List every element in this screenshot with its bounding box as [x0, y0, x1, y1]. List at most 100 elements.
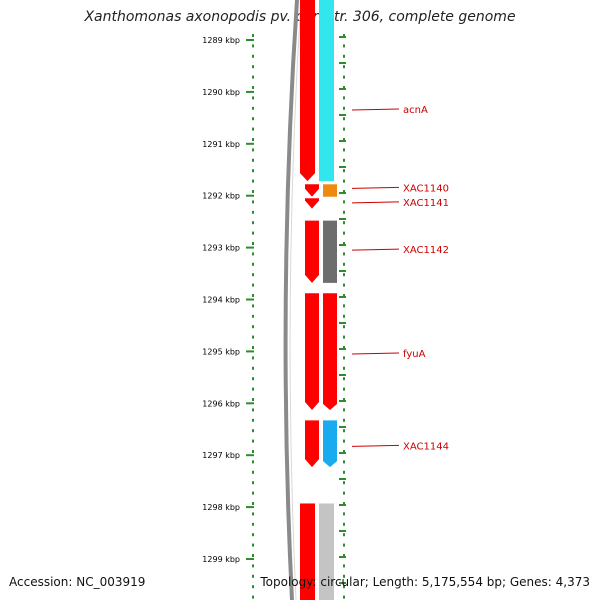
ruler-tick: [246, 402, 254, 405]
ruler-dot: [343, 86, 345, 89]
gene-label: XAC1141: [403, 198, 449, 209]
ruler-dot: [252, 460, 254, 464]
ruler-dot: [343, 252, 345, 256]
ruler-dot: [343, 304, 345, 308]
cds-arrow: [305, 293, 319, 411]
ruler-dot: [252, 158, 254, 162]
ruler-dot: [252, 44, 254, 48]
backbone-curve: [283, 0, 299, 600]
ruler-dot: [343, 96, 345, 100]
ruler-dot: [343, 585, 345, 589]
ruler-dot: [252, 283, 254, 287]
ruler-dot: [252, 533, 254, 537]
ruler-minor-tick: [339, 504, 346, 506]
gene-block: [319, 503, 334, 600]
ruler-dot: [343, 231, 345, 235]
ruler-dot: [252, 262, 254, 266]
ruler-dot: [252, 190, 254, 193]
ruler-dot: [343, 262, 345, 266]
ruler-dot: [343, 148, 345, 152]
ruler-tick-label: 1290 kbp: [202, 88, 240, 97]
ruler-dot: [343, 398, 345, 401]
ruler-dot: [343, 75, 345, 79]
ruler-tick: [246, 90, 254, 93]
ruler-tick-label: 1292 kbp: [202, 192, 240, 201]
ruler-tick: [246, 506, 254, 509]
ruler-dot: [252, 252, 254, 256]
ruler-dot: [252, 148, 254, 152]
ruler-dot: [343, 533, 345, 537]
ruler-dot: [252, 543, 254, 547]
gene-block: [323, 220, 337, 283]
ruler-dot: [252, 127, 254, 131]
ruler-dot: [252, 221, 254, 225]
ruler-dot: [343, 325, 345, 329]
ruler-dot: [343, 314, 345, 318]
cds-arrow: [300, 14, 315, 182]
ruler-tick-label: 1293 kbp: [202, 244, 240, 253]
ruler-dot: [252, 54, 254, 58]
ruler-minor-tick: [339, 582, 346, 584]
ruler-dot: [343, 346, 345, 349]
gene-label: acnA: [403, 105, 428, 116]
ruler-dot: [343, 127, 345, 131]
ruler-dot: [343, 387, 345, 391]
ruler-dot: [252, 117, 254, 121]
cds-block: [300, 503, 315, 600]
ruler-minor-tick: [339, 114, 346, 116]
ruler-tick: [246, 350, 254, 353]
ruler-dot: [343, 335, 345, 339]
ruler-minor-tick: [339, 556, 346, 558]
ruler-tick: [246, 558, 254, 560]
ruler-dot: [252, 86, 254, 89]
topology-text: Topology: circular; Length: 5,175,554 bp…: [260, 575, 590, 589]
ruler-minor-tick: [339, 244, 346, 246]
gene-leader-line: [351, 248, 400, 251]
ruler-dot: [343, 190, 345, 193]
ruler-minor-tick: [339, 348, 346, 350]
ruler-tick: [246, 142, 254, 145]
cds-arrow: [305, 198, 319, 209]
ruler-dot: [343, 294, 345, 297]
gene-leader-line: [351, 186, 400, 189]
ruler-minor-tick: [339, 270, 346, 272]
ruler-minor-tick: [339, 192, 346, 194]
ruler-tick-label: 1294 kbp: [202, 296, 240, 305]
ruler-dot: [252, 398, 254, 401]
ruler-tick-label: 1296 kbp: [202, 399, 240, 408]
ruler-dot: [252, 512, 254, 516]
ruler-dot: [343, 450, 345, 453]
ruler-minor-tick: [339, 478, 346, 480]
ruler-dot: [252, 502, 254, 505]
ruler-dot: [252, 231, 254, 235]
ruler-dot: [252, 481, 254, 485]
gene-block: [323, 184, 337, 197]
ruler-dot: [343, 117, 345, 121]
gene-label: XAC1144: [403, 441, 449, 452]
ruler-tick: [246, 194, 254, 197]
cds-track: [300, 0, 319, 600]
ruler-minor-tick: [339, 296, 346, 298]
ruler-dot: [343, 179, 345, 183]
ruler-dot: [343, 470, 345, 474]
ruler-minor-tick: [339, 530, 346, 532]
gene-block-acnA: [319, 0, 334, 182]
ruler-dot: [343, 210, 345, 214]
ruler-dot: [252, 574, 254, 578]
ruler-dot: [343, 200, 345, 204]
ruler-minor-tick: [339, 166, 346, 168]
ruler-dots: [252, 34, 346, 599]
gene-track: [319, 0, 337, 600]
ruler-dot: [252, 138, 254, 141]
cds-arrow: [305, 184, 319, 197]
ruler-dot: [252, 75, 254, 79]
ruler-dot: [343, 283, 345, 287]
ruler-minor-tick: [339, 88, 346, 90]
ruler-dot: [252, 377, 254, 381]
ruler-tick-label: 1295 kbp: [202, 347, 240, 356]
ruler-tick-label: 1291 kbp: [202, 140, 240, 149]
ruler-dot: [343, 242, 345, 245]
ruler-dot: [252, 179, 254, 183]
gene-leader-line: [351, 352, 400, 355]
